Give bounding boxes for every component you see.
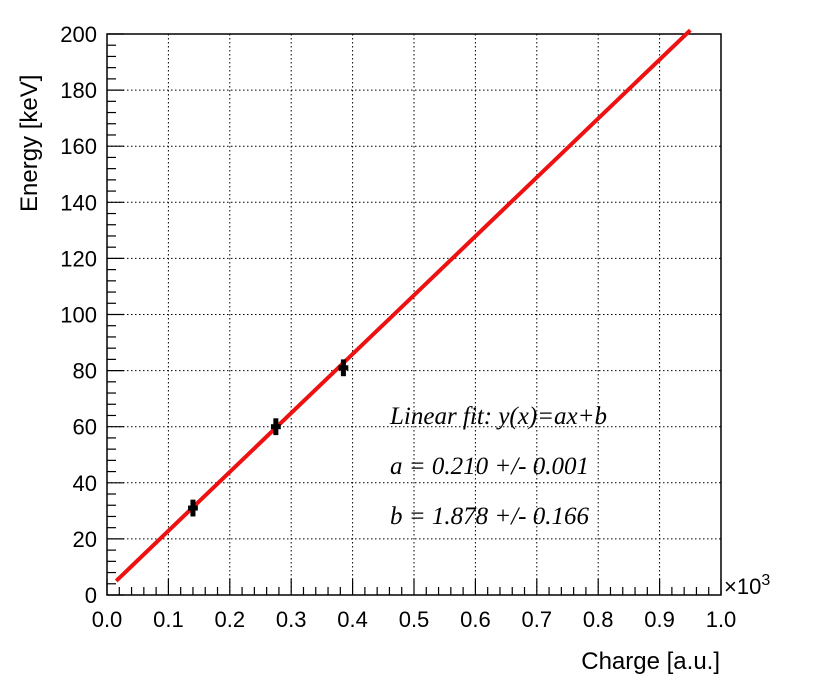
x-axis-title: Charge [a.u.] xyxy=(581,648,720,675)
x-tick-label: 0.2 xyxy=(215,607,246,632)
x-tick-label: 0.0 xyxy=(92,607,123,632)
fit-annotation-slope: a = 0.210 +/- 0.001 xyxy=(390,453,589,480)
data-points xyxy=(188,359,349,517)
y-tick-label: 80 xyxy=(73,359,97,384)
fit-annotation-title: Linear fit: y(x)=ax+b xyxy=(389,403,607,430)
x-tick-label: 0.6 xyxy=(460,607,491,632)
y-tick-label: 200 xyxy=(60,22,97,47)
x-axis-multiplier: ×103 xyxy=(724,572,770,599)
x-tick-label: 0.1 xyxy=(153,607,184,632)
y-tick-label: 0 xyxy=(85,583,97,608)
y-tick-label: 20 xyxy=(73,527,97,552)
y-tick-label: 60 xyxy=(73,415,97,440)
x-tick-label: 0.7 xyxy=(522,607,553,632)
axis-ticks xyxy=(106,33,722,596)
x-tick-label: 0.3 xyxy=(276,607,307,632)
y-tick-label: 180 xyxy=(60,78,97,103)
x-tick-label: 0.5 xyxy=(399,607,430,632)
x-tick-label: 1.0 xyxy=(706,607,737,632)
y-tick-label: 40 xyxy=(73,471,97,496)
data-point xyxy=(338,359,349,377)
y-tick-label: 100 xyxy=(60,303,97,328)
y-axis-title: Energy [keV] xyxy=(16,75,43,212)
fit-layer xyxy=(114,28,692,583)
data-point xyxy=(270,418,281,436)
x-tick-label: 0.8 xyxy=(583,607,614,632)
y-tick-labels: 0 20 40 60 80 100 120 140 160 180 200 xyxy=(60,22,97,608)
data-point xyxy=(188,499,198,517)
y-tick-label: 140 xyxy=(60,190,97,215)
y-tick-label: 120 xyxy=(60,246,97,271)
x-tick-labels: 0.0 0.1 0.2 0.3 0.4 0.5 0.6 0.7 0.8 0.9 1.0 xyxy=(92,607,737,632)
x-tick-label: 0.9 xyxy=(644,607,675,632)
plot-frame xyxy=(106,33,722,596)
fit-line xyxy=(114,28,692,583)
x-tick-label: 0.4 xyxy=(337,607,368,632)
y-tick-label: 160 xyxy=(60,134,97,159)
grid-lines xyxy=(107,34,721,595)
fit-annotation-intercept: b = 1.878 +/- 0.166 xyxy=(390,503,590,530)
